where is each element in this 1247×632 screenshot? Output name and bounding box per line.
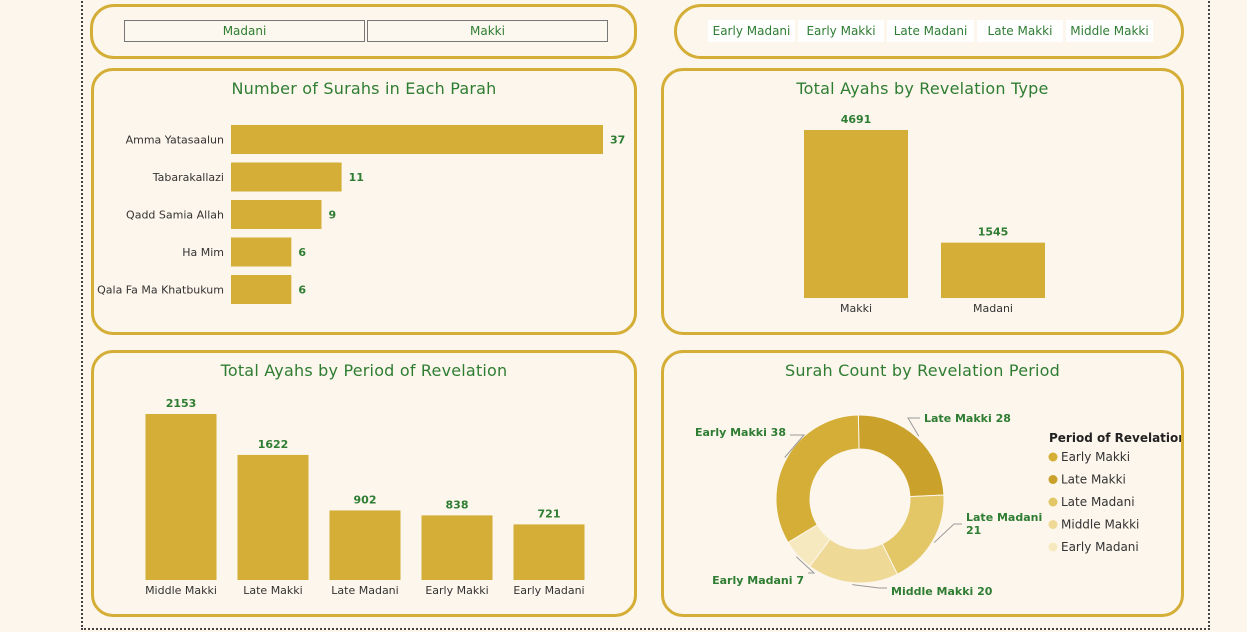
bar[interactable] <box>329 510 401 580</box>
data-label: Middle Makki 20 <box>891 585 993 598</box>
legend-marker <box>1048 475 1058 484</box>
data-label: 902 <box>354 493 377 506</box>
category-label: Early Makki <box>425 584 488 597</box>
leader-line <box>795 556 816 574</box>
bar[interactable] <box>237 454 309 580</box>
category-label: Middle Makki <box>145 584 217 597</box>
chip-early-makki[interactable]: Early Makki <box>798 20 884 42</box>
legend-marker <box>1048 520 1058 529</box>
chip-late-madani[interactable]: Late Madani <box>887 20 974 42</box>
legend-item[interactable]: Middle Makki <box>1061 518 1139 532</box>
surah-count-by-period-card: Surah Count by Revelation Period Late Ma… <box>661 350 1184 617</box>
bar[interactable] <box>804 130 908 298</box>
category-label: Madani <box>973 302 1013 315</box>
bar[interactable] <box>513 524 585 580</box>
data-label: 4691 <box>841 113 872 126</box>
category-label: Qala Fa Ma Khatbukum <box>97 284 224 297</box>
category-label: Ha Mim <box>182 246 224 259</box>
dashboard-frame <box>81 0 1210 630</box>
leader-line <box>933 523 962 543</box>
data-label: 838 <box>446 498 469 511</box>
legend-title: Period of Revelation <box>1049 431 1181 445</box>
data-label: 1545 <box>978 226 1009 239</box>
category-label: Early Madani <box>513 584 584 597</box>
chart-title: Number of Surahs in Each Parah <box>231 79 497 98</box>
legend-marker <box>1048 452 1058 462</box>
chart-title: Total Ayahs by Period of Revelation <box>220 361 508 380</box>
category-label: Makki <box>840 302 872 315</box>
chart-title: Total Ayahs by Revelation Type <box>796 79 1049 98</box>
bar[interactable] <box>231 162 342 192</box>
bar[interactable] <box>231 125 603 154</box>
bar[interactable] <box>231 200 322 229</box>
legend-item[interactable]: Early Madani <box>1061 540 1139 554</box>
bar[interactable] <box>231 275 292 304</box>
data-label: Early Madani 7 <box>712 574 804 587</box>
category-label: Amma Yatasaalun <box>126 134 224 147</box>
legend-marker <box>1048 542 1058 552</box>
legend-marker <box>1048 497 1058 507</box>
revelation-type-slicer: Madani Makki <box>90 4 637 59</box>
data-label: 21 <box>966 524 981 537</box>
donut-slice[interactable] <box>857 414 945 498</box>
category-label: Qadd Samia Allah <box>126 209 224 222</box>
bar[interactable] <box>421 515 493 580</box>
category-label: Late Madani <box>331 584 398 597</box>
ayahs-by-period-card: Total Ayahs by Period of Revelation 2153… <box>91 350 637 617</box>
chip-late-makki[interactable]: Late Makki <box>977 20 1063 42</box>
data-label: 37 <box>610 134 625 147</box>
data-label: 721 <box>538 507 561 520</box>
legend-item[interactable]: Late Makki <box>1061 473 1126 487</box>
data-label: Late Makki 28 <box>924 412 1011 425</box>
data-label: 9 <box>328 209 336 222</box>
bar[interactable] <box>231 237 292 267</box>
leader-line <box>852 584 887 589</box>
ayahs-by-type-card: Total Ayahs by Revelation Type 4691 Makki… <box>661 68 1184 335</box>
bar[interactable] <box>941 242 1045 298</box>
data-label: 6 <box>298 246 306 259</box>
revelation-period-slicer: Early Madani Early Makki Late Madani Lat… <box>674 4 1184 59</box>
legend-item[interactable]: Early Makki <box>1061 450 1130 464</box>
surahs-per-parah-chart: Amma Yatasaalun 37 Tabarakallazi 11 Qadd Sam… <box>97 125 625 304</box>
category-label: Tabarakallazi <box>152 171 224 184</box>
slicer-option-makki[interactable]: Makki <box>367 20 608 42</box>
chart-title: Surah Count by Revelation Period <box>784 361 1061 380</box>
donut-slice[interactable] <box>775 414 860 544</box>
leader-line <box>907 417 920 437</box>
ayahs-by-type-chart: 4691 Makki 1545 Madani <box>804 113 1045 315</box>
data-label: 6 <box>298 284 306 297</box>
slicer-option-madani[interactable]: Madani <box>124 20 365 42</box>
ayahs-by-period-chart: 2153 Middle Makki 1622 Late Makki 902 Late Ma… <box>145 397 585 597</box>
surahs-per-parah-card: Number of Surahs in Each Parah Amma Yata… <box>91 68 637 335</box>
data-label: Early Makki 38 <box>695 426 786 439</box>
category-label: Late Makki <box>243 584 302 597</box>
bar[interactable] <box>145 414 217 580</box>
chip-middle-makki[interactable]: Middle Makki <box>1066 20 1153 42</box>
data-label: 2153 <box>166 397 197 410</box>
legend-item[interactable]: Late Madani <box>1061 495 1135 509</box>
data-label: 11 <box>349 171 364 184</box>
leader-line <box>784 434 806 458</box>
chip-early-madani[interactable]: Early Madani <box>708 20 795 42</box>
data-label: Late Madani <box>966 511 1042 524</box>
data-label: 1622 <box>258 438 289 451</box>
